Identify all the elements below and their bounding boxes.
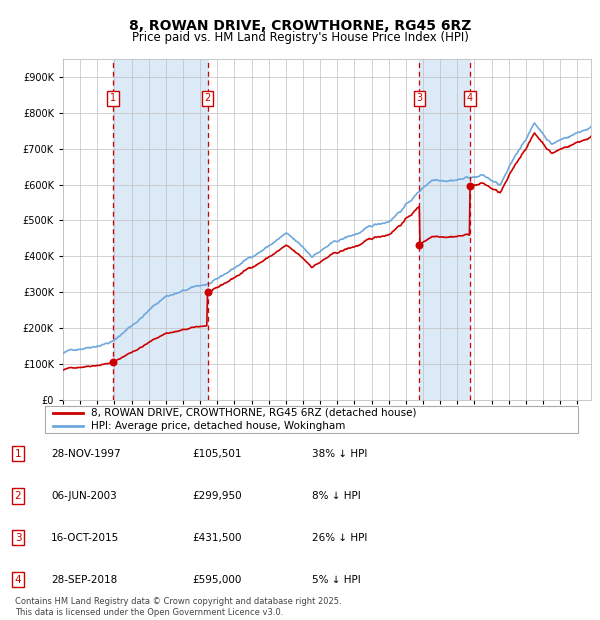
Text: 2: 2 xyxy=(14,491,22,501)
Text: 3: 3 xyxy=(14,533,22,542)
Bar xyxy=(419,59,470,400)
Text: 4: 4 xyxy=(467,94,473,104)
Text: 16-OCT-2015: 16-OCT-2015 xyxy=(51,533,119,542)
Text: 4: 4 xyxy=(14,575,22,585)
Point xyxy=(203,287,212,297)
Text: 1: 1 xyxy=(14,449,22,459)
Text: 38% ↓ HPI: 38% ↓ HPI xyxy=(312,449,367,459)
Text: 5% ↓ HPI: 5% ↓ HPI xyxy=(312,575,361,585)
Text: Price paid vs. HM Land Registry's House Price Index (HPI): Price paid vs. HM Land Registry's House … xyxy=(131,31,469,44)
Text: £105,501: £105,501 xyxy=(192,449,241,459)
Text: 1: 1 xyxy=(110,94,116,104)
Text: 06-JUN-2003: 06-JUN-2003 xyxy=(51,491,117,501)
Text: 8, ROWAN DRIVE, CROWTHORNE, RG45 6RZ (detached house): 8, ROWAN DRIVE, CROWTHORNE, RG45 6RZ (de… xyxy=(91,408,416,418)
Text: 28-SEP-2018: 28-SEP-2018 xyxy=(51,575,117,585)
Text: 28-NOV-1997: 28-NOV-1997 xyxy=(51,449,121,459)
Text: 3: 3 xyxy=(416,94,422,104)
Text: 8% ↓ HPI: 8% ↓ HPI xyxy=(312,491,361,501)
Text: £595,000: £595,000 xyxy=(192,575,241,585)
FancyBboxPatch shape xyxy=(45,406,578,433)
Point xyxy=(415,240,424,250)
Text: Contains HM Land Registry data © Crown copyright and database right 2025.
This d: Contains HM Land Registry data © Crown c… xyxy=(15,598,341,617)
Text: 2: 2 xyxy=(205,94,211,104)
Point xyxy=(108,357,118,367)
Text: 8, ROWAN DRIVE, CROWTHORNE, RG45 6RZ: 8, ROWAN DRIVE, CROWTHORNE, RG45 6RZ xyxy=(129,19,471,33)
Bar xyxy=(113,59,208,400)
Point xyxy=(465,182,475,192)
Text: HPI: Average price, detached house, Wokingham: HPI: Average price, detached house, Woki… xyxy=(91,421,345,431)
Text: 26% ↓ HPI: 26% ↓ HPI xyxy=(312,533,367,542)
Text: £431,500: £431,500 xyxy=(192,533,241,542)
Text: £299,950: £299,950 xyxy=(192,491,242,501)
